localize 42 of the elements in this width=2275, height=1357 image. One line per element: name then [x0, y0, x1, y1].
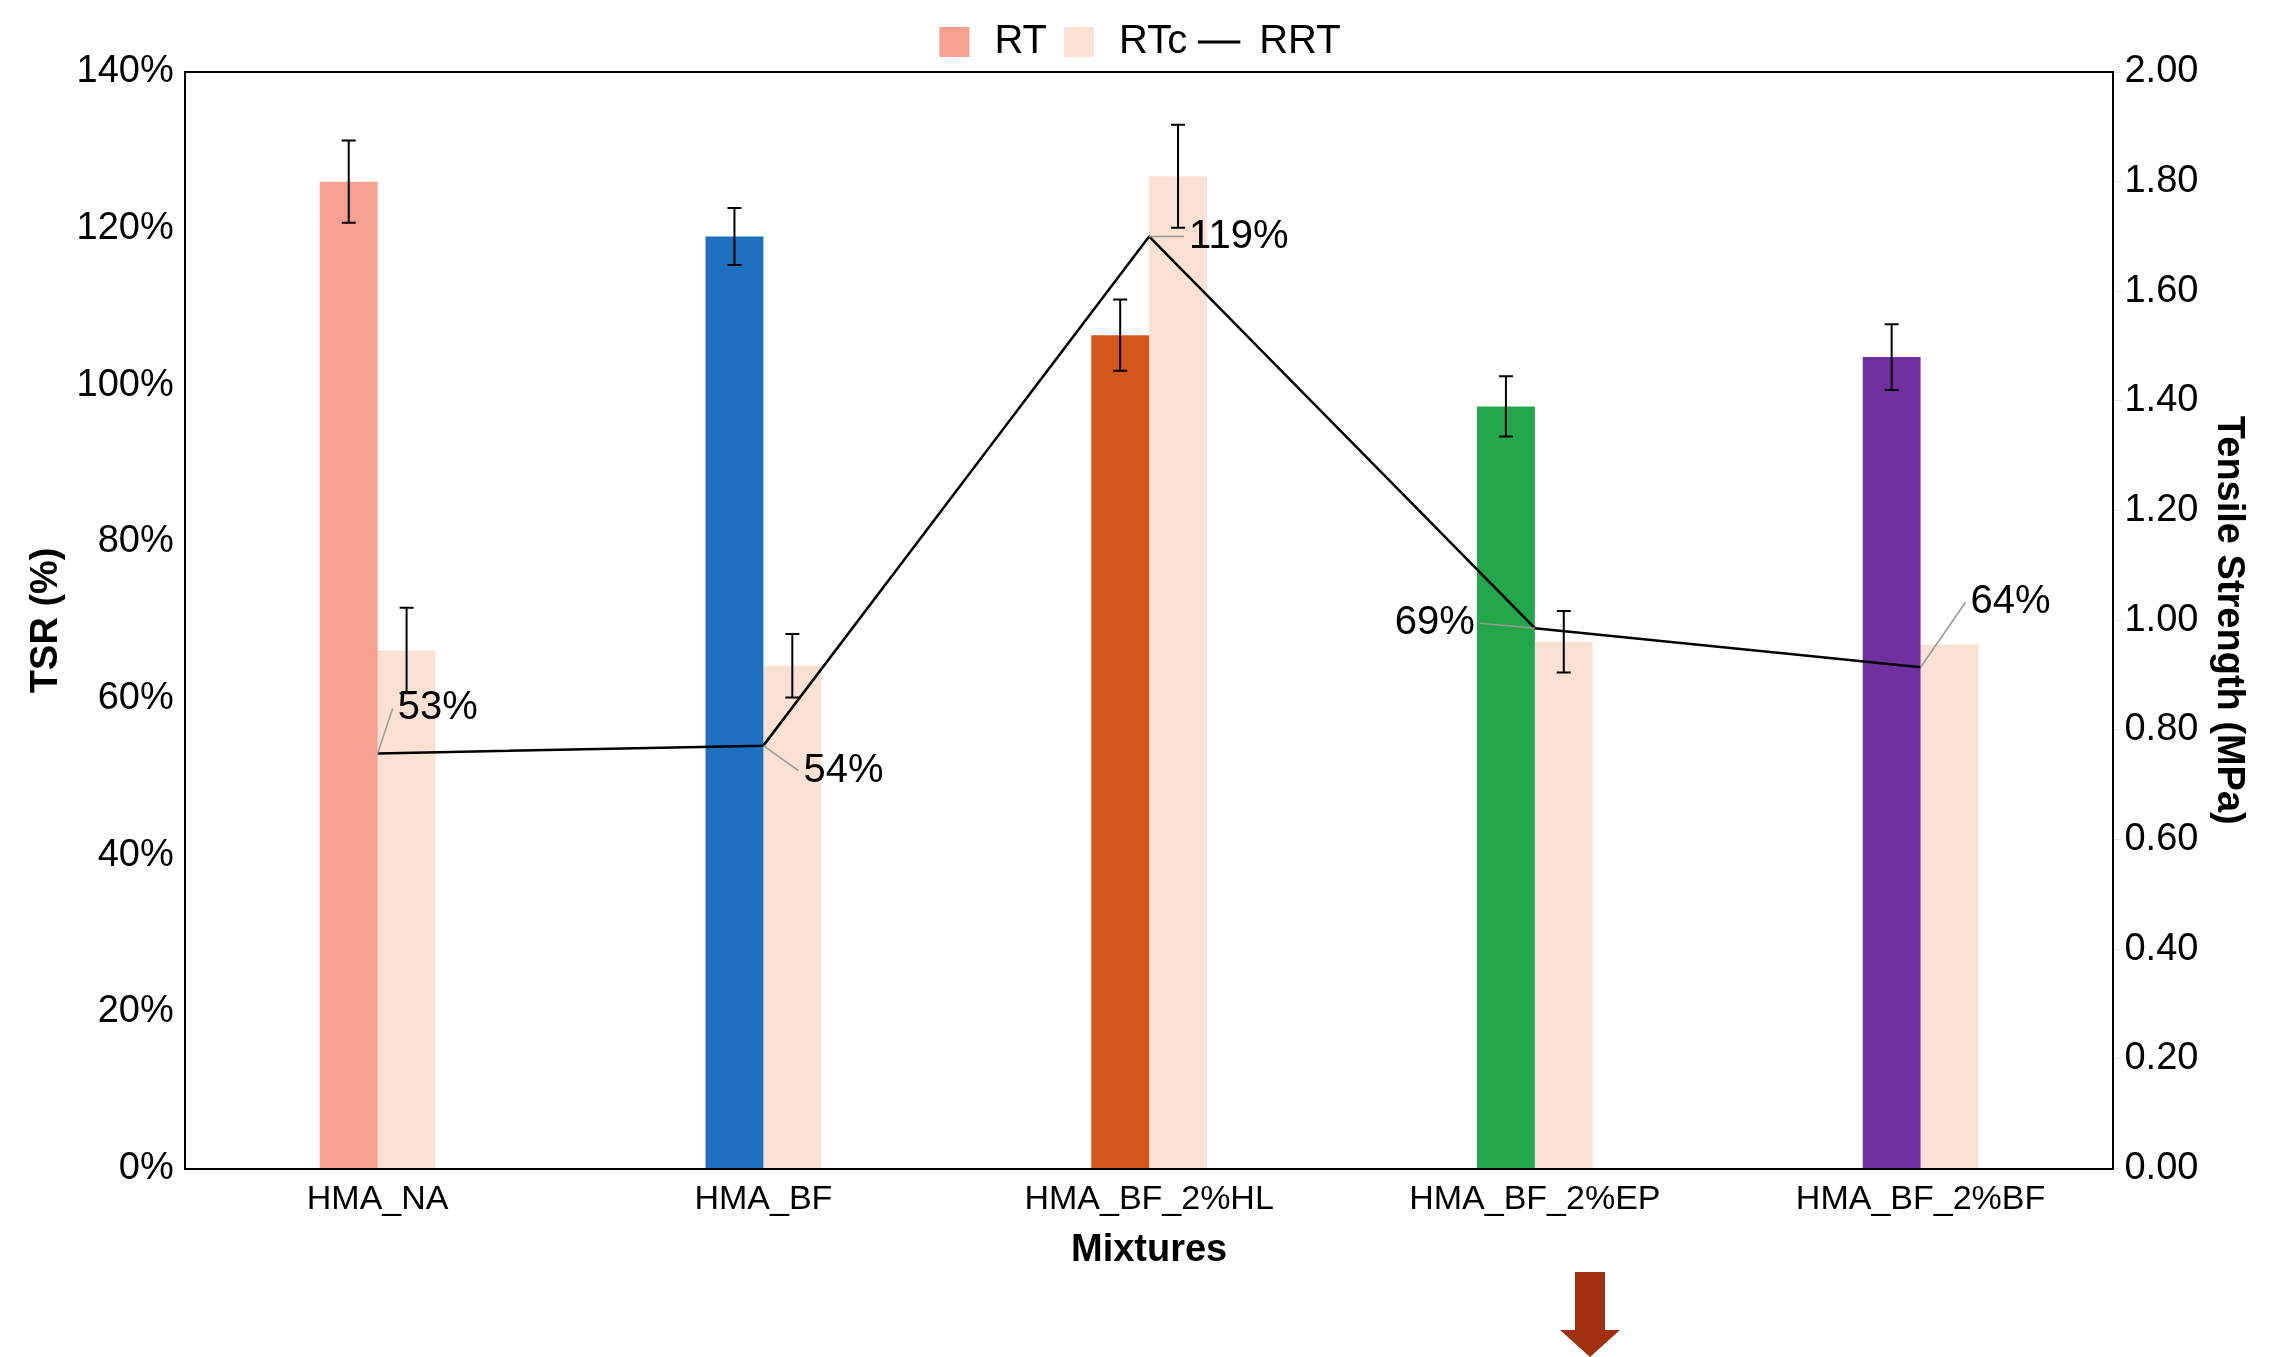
y2-tick-label: 1.00 — [2124, 596, 2199, 639]
bar — [1920, 644, 1979, 1169]
legend-label: RTc — [1118, 17, 1188, 62]
x-tick-label: HMA_BF_2%EP — [1409, 1178, 1661, 1217]
data-label: 53% — [397, 683, 478, 728]
y-tick-label: 100% — [76, 361, 174, 404]
y2-tick-label: 0.00 — [2124, 1145, 2199, 1188]
y-tick-label: 60% — [97, 675, 174, 718]
y2-tick-label: 0.60 — [2124, 816, 2199, 859]
x-tick-label: HMA_NA — [306, 1178, 449, 1217]
y2-tick-label: 1.60 — [2124, 267, 2199, 310]
data-label: 69% — [1394, 598, 1475, 643]
x-tick-label: HMA_BF_2%HL — [1024, 1178, 1274, 1217]
y-axis-title: TSR (%) — [23, 547, 66, 694]
bar — [1534, 641, 1593, 1169]
bar — [1091, 335, 1150, 1169]
y2-tick-label: 1.80 — [2124, 158, 2199, 201]
y2-tick-label: 1.40 — [2124, 377, 2199, 420]
legend-label: RRT — [1259, 17, 1341, 62]
x-axis-title: Mixtures — [1070, 1226, 1228, 1269]
bar — [705, 236, 764, 1169]
x-tick-label: HMA_BF — [694, 1178, 833, 1217]
legend-label: RT — [994, 17, 1047, 62]
y-tick-label: 40% — [97, 831, 174, 874]
y-tick-label: 80% — [97, 518, 174, 561]
x-tick-label: HMA_BF_2%BF — [1795, 1178, 2046, 1217]
y2-tick-label: 0.40 — [2124, 925, 2199, 968]
y2-tick-label: 0.20 — [2124, 1035, 2199, 1078]
y-tick-label: 140% — [76, 48, 174, 91]
y2-tick-label: 0.80 — [2124, 706, 2199, 749]
data-label: 119% — [1189, 211, 1289, 256]
y2-tick-label: 1.20 — [2124, 487, 2199, 530]
y2-tick-label: 2.00 — [2124, 48, 2199, 91]
data-label: 64% — [1970, 577, 2051, 622]
data-label: 54% — [803, 745, 884, 790]
y-tick-label: 120% — [76, 205, 174, 248]
y-tick-label: 0% — [118, 1145, 174, 1188]
y2-axis-title: Tensile Strength (MPa) — [2209, 415, 2252, 825]
bar — [319, 181, 378, 1169]
bar — [1862, 357, 1921, 1169]
bar — [1476, 406, 1535, 1169]
y-tick-label: 20% — [97, 988, 174, 1031]
